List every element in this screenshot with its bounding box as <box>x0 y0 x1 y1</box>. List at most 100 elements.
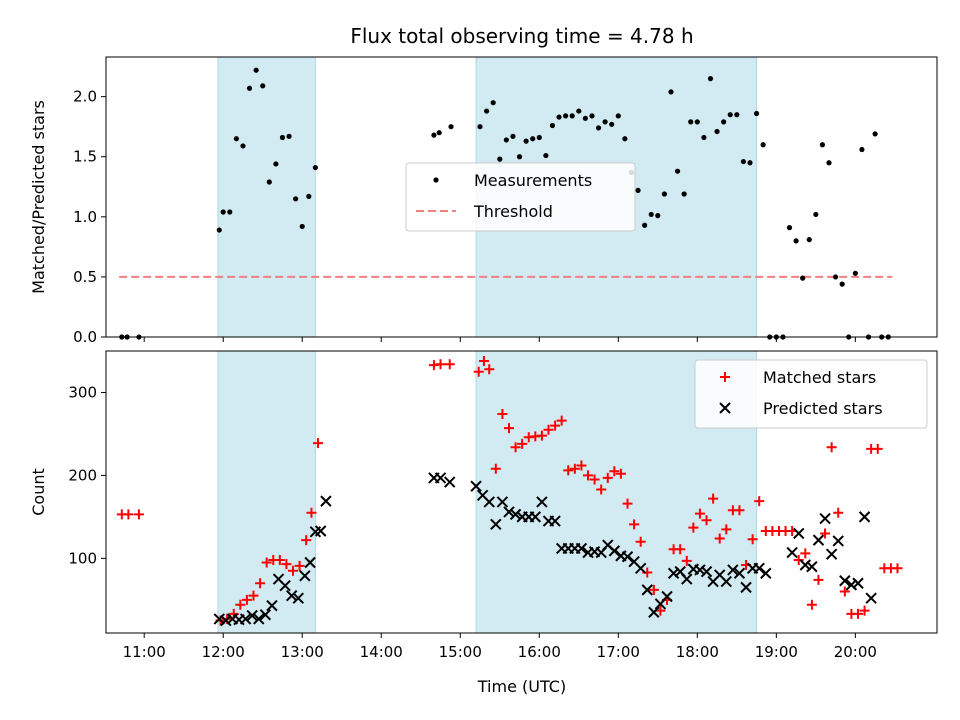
predicted-stars-point <box>806 560 818 573</box>
measurement-point <box>734 112 740 118</box>
predicted-stars-point <box>793 527 805 540</box>
x-tick-label: 12:00 <box>202 643 245 661</box>
predicted-stars-point <box>621 550 634 563</box>
matched-stars-point <box>655 605 666 616</box>
matched-stars-point <box>892 563 903 574</box>
predicted-stars-point <box>852 577 864 589</box>
measurement-point <box>556 114 562 120</box>
predicted-stars-point <box>720 575 732 588</box>
matched-stars-point <box>852 608 863 619</box>
measurement-point <box>227 209 233 215</box>
legend: Matched stars Predicted stars <box>694 359 928 429</box>
predicted-stars-point <box>490 518 502 531</box>
matched-stars-point <box>510 442 521 453</box>
x-tick-label: 19:00 <box>755 643 798 661</box>
measurement-point <box>609 121 615 127</box>
measurement-point <box>530 136 536 142</box>
matched-stars-point <box>721 524 732 535</box>
y-tick-label: 200 <box>68 466 97 484</box>
predicted-stars-point <box>648 606 660 618</box>
matched-stars-point <box>675 544 686 555</box>
matched-stars-point <box>813 574 824 585</box>
measurement-point <box>490 100 496 106</box>
predicted-stars-point <box>858 511 871 523</box>
x-tick-label: 18:00 <box>676 643 719 661</box>
predicted-stars-point <box>434 472 447 484</box>
legend-marker-plus <box>720 372 730 382</box>
measurement-point <box>826 160 832 166</box>
matched-stars-point <box>583 470 594 481</box>
matched-stars-point <box>261 557 272 568</box>
matched-stars-point <box>635 536 646 547</box>
y-tick-label: 1.0 <box>73 208 97 226</box>
predicted-stars-point <box>608 545 621 557</box>
measurement-point <box>622 136 628 142</box>
matched-stars-point <box>833 507 844 518</box>
predicted-stars-point <box>279 580 291 592</box>
measurement-point <box>240 143 246 149</box>
matched-stars-point <box>602 472 613 483</box>
matched-stars-point <box>800 548 811 559</box>
measurement-point <box>681 191 687 197</box>
matched-stars-point <box>536 430 547 441</box>
x-tick-label: 15:00 <box>439 643 482 661</box>
measurement-point <box>260 83 266 89</box>
measurement-point <box>661 191 667 197</box>
measurement-point <box>813 211 819 218</box>
x-tick-label: 17:00 <box>597 643 640 661</box>
matched-stars-point <box>543 424 554 435</box>
predicted-stars-point <box>503 506 515 518</box>
y-axis-title: Matched/Predicted stars <box>29 100 48 294</box>
matched-stars-point <box>734 505 745 516</box>
measurement-point <box>266 179 272 185</box>
predicted-stars-point <box>246 609 258 622</box>
measurement-point <box>694 119 700 125</box>
y-tick-label: 0.5 <box>73 268 97 286</box>
predicted-stars-point <box>509 508 522 521</box>
matched-stars-point <box>288 565 299 576</box>
y-tick-label: 1.5 <box>73 148 97 166</box>
predicted-stars-point <box>470 480 482 492</box>
predicted-stars-point <box>213 613 225 625</box>
predicted-stars-point <box>760 567 772 579</box>
measurement-point <box>635 187 641 193</box>
predicted-stars-point <box>549 515 561 527</box>
x-tick-label: 14:00 <box>360 643 403 661</box>
x-tick-label: 13:00 <box>281 643 324 661</box>
y-axis-title: Count <box>29 468 48 516</box>
measurement-point <box>220 209 226 215</box>
matched-stars-point <box>550 420 561 431</box>
measurement-point <box>448 124 454 130</box>
measurement-point <box>740 158 747 165</box>
predicted-stars-point <box>661 590 673 603</box>
measurement-point <box>642 222 648 228</box>
measurement-point <box>536 134 542 141</box>
predicted-stars-point <box>496 496 509 508</box>
matched-stars-point <box>701 515 712 526</box>
measurement-point <box>674 168 681 174</box>
predicted-stars-point <box>259 609 272 621</box>
matched-stars-point <box>648 584 659 595</box>
predicted-stars-point <box>320 495 332 507</box>
predicted-stars-point <box>266 599 278 612</box>
predicted-stars-point <box>700 565 713 578</box>
measurement-point <box>516 154 523 160</box>
predicted-stars-point <box>529 511 542 523</box>
measurement-point <box>793 238 799 244</box>
measurement-point <box>668 89 674 95</box>
chart-title: Flux total observing time = 4.78 h <box>350 24 693 48</box>
measurement-point <box>497 156 503 162</box>
measurement-point <box>595 125 602 131</box>
bottom-panel: 100 200 300 11:00 12:00 13:00 14:00 15:00 16:00 1… <box>29 350 938 661</box>
predicted-stars-point <box>220 614 232 627</box>
x-axis-title: Time (UTC) <box>477 677 566 696</box>
measurement-point <box>549 122 556 129</box>
observing-interval <box>217 56 316 338</box>
predicted-stars-point <box>314 525 327 537</box>
predicted-stars-point <box>753 562 765 575</box>
measurement-point <box>786 225 793 231</box>
measurement-point <box>563 113 569 119</box>
measurement-point <box>688 119 694 125</box>
matched-stars-point <box>714 533 725 544</box>
matched-stars-point <box>708 493 719 504</box>
